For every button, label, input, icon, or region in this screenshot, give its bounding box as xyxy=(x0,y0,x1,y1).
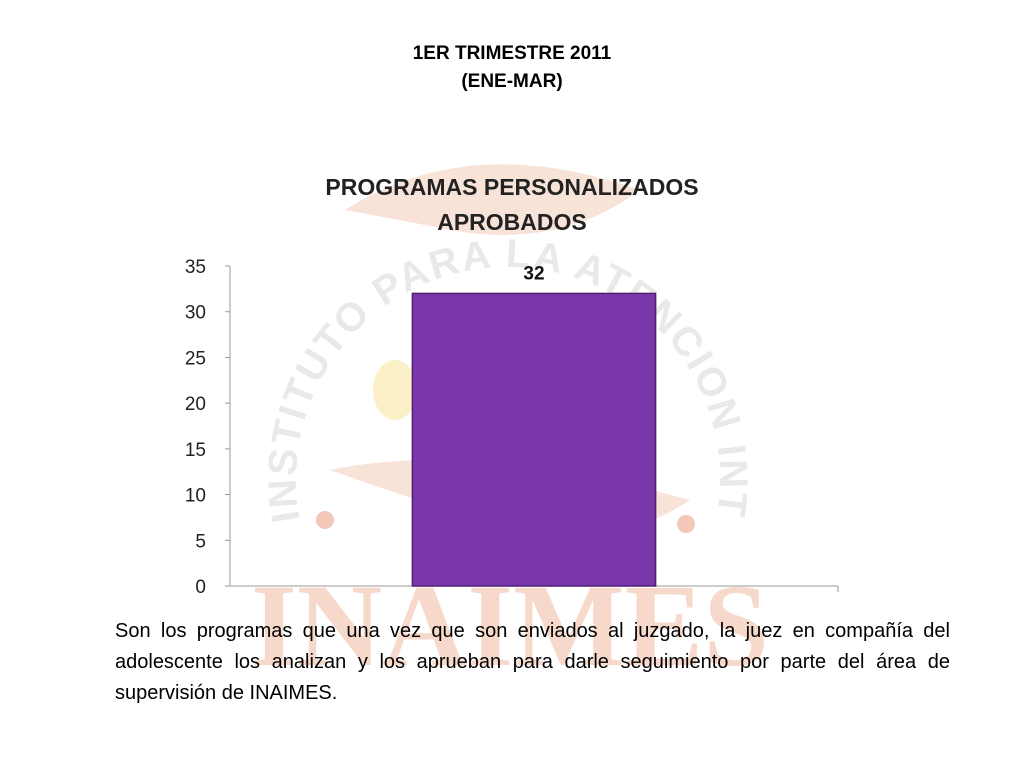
y-tick-label: 0 xyxy=(195,577,206,598)
y-tick-label: 20 xyxy=(185,394,206,415)
y-tick-label: 5 xyxy=(195,531,206,552)
slide-caption: Son los programas que una vez que son en… xyxy=(115,620,950,704)
y-tick-label: 30 xyxy=(185,303,206,324)
bar xyxy=(411,292,657,587)
chart-title-line-2: APROBADOS xyxy=(437,209,587,235)
chart-title: PROGRAMAS PERSONALIZADOS APROBADOS xyxy=(262,170,762,240)
y-tick-label: 10 xyxy=(185,486,206,507)
y-tick-label: 25 xyxy=(185,348,206,369)
y-tick-label: 35 xyxy=(185,257,206,278)
y-tick-label: 15 xyxy=(185,440,206,461)
header-period: 1ER TRIMESTRE 2011 xyxy=(412,43,612,64)
slide-header: 1ER TRIMESTRE 2011 (ENE-MAR) xyxy=(312,40,712,96)
bar-data-label: 32 xyxy=(523,263,544,284)
chart-title-line-1: PROGRAMAS PERSONALIZADOS xyxy=(325,174,699,200)
header-months: (ENE-MAR) xyxy=(461,71,563,92)
